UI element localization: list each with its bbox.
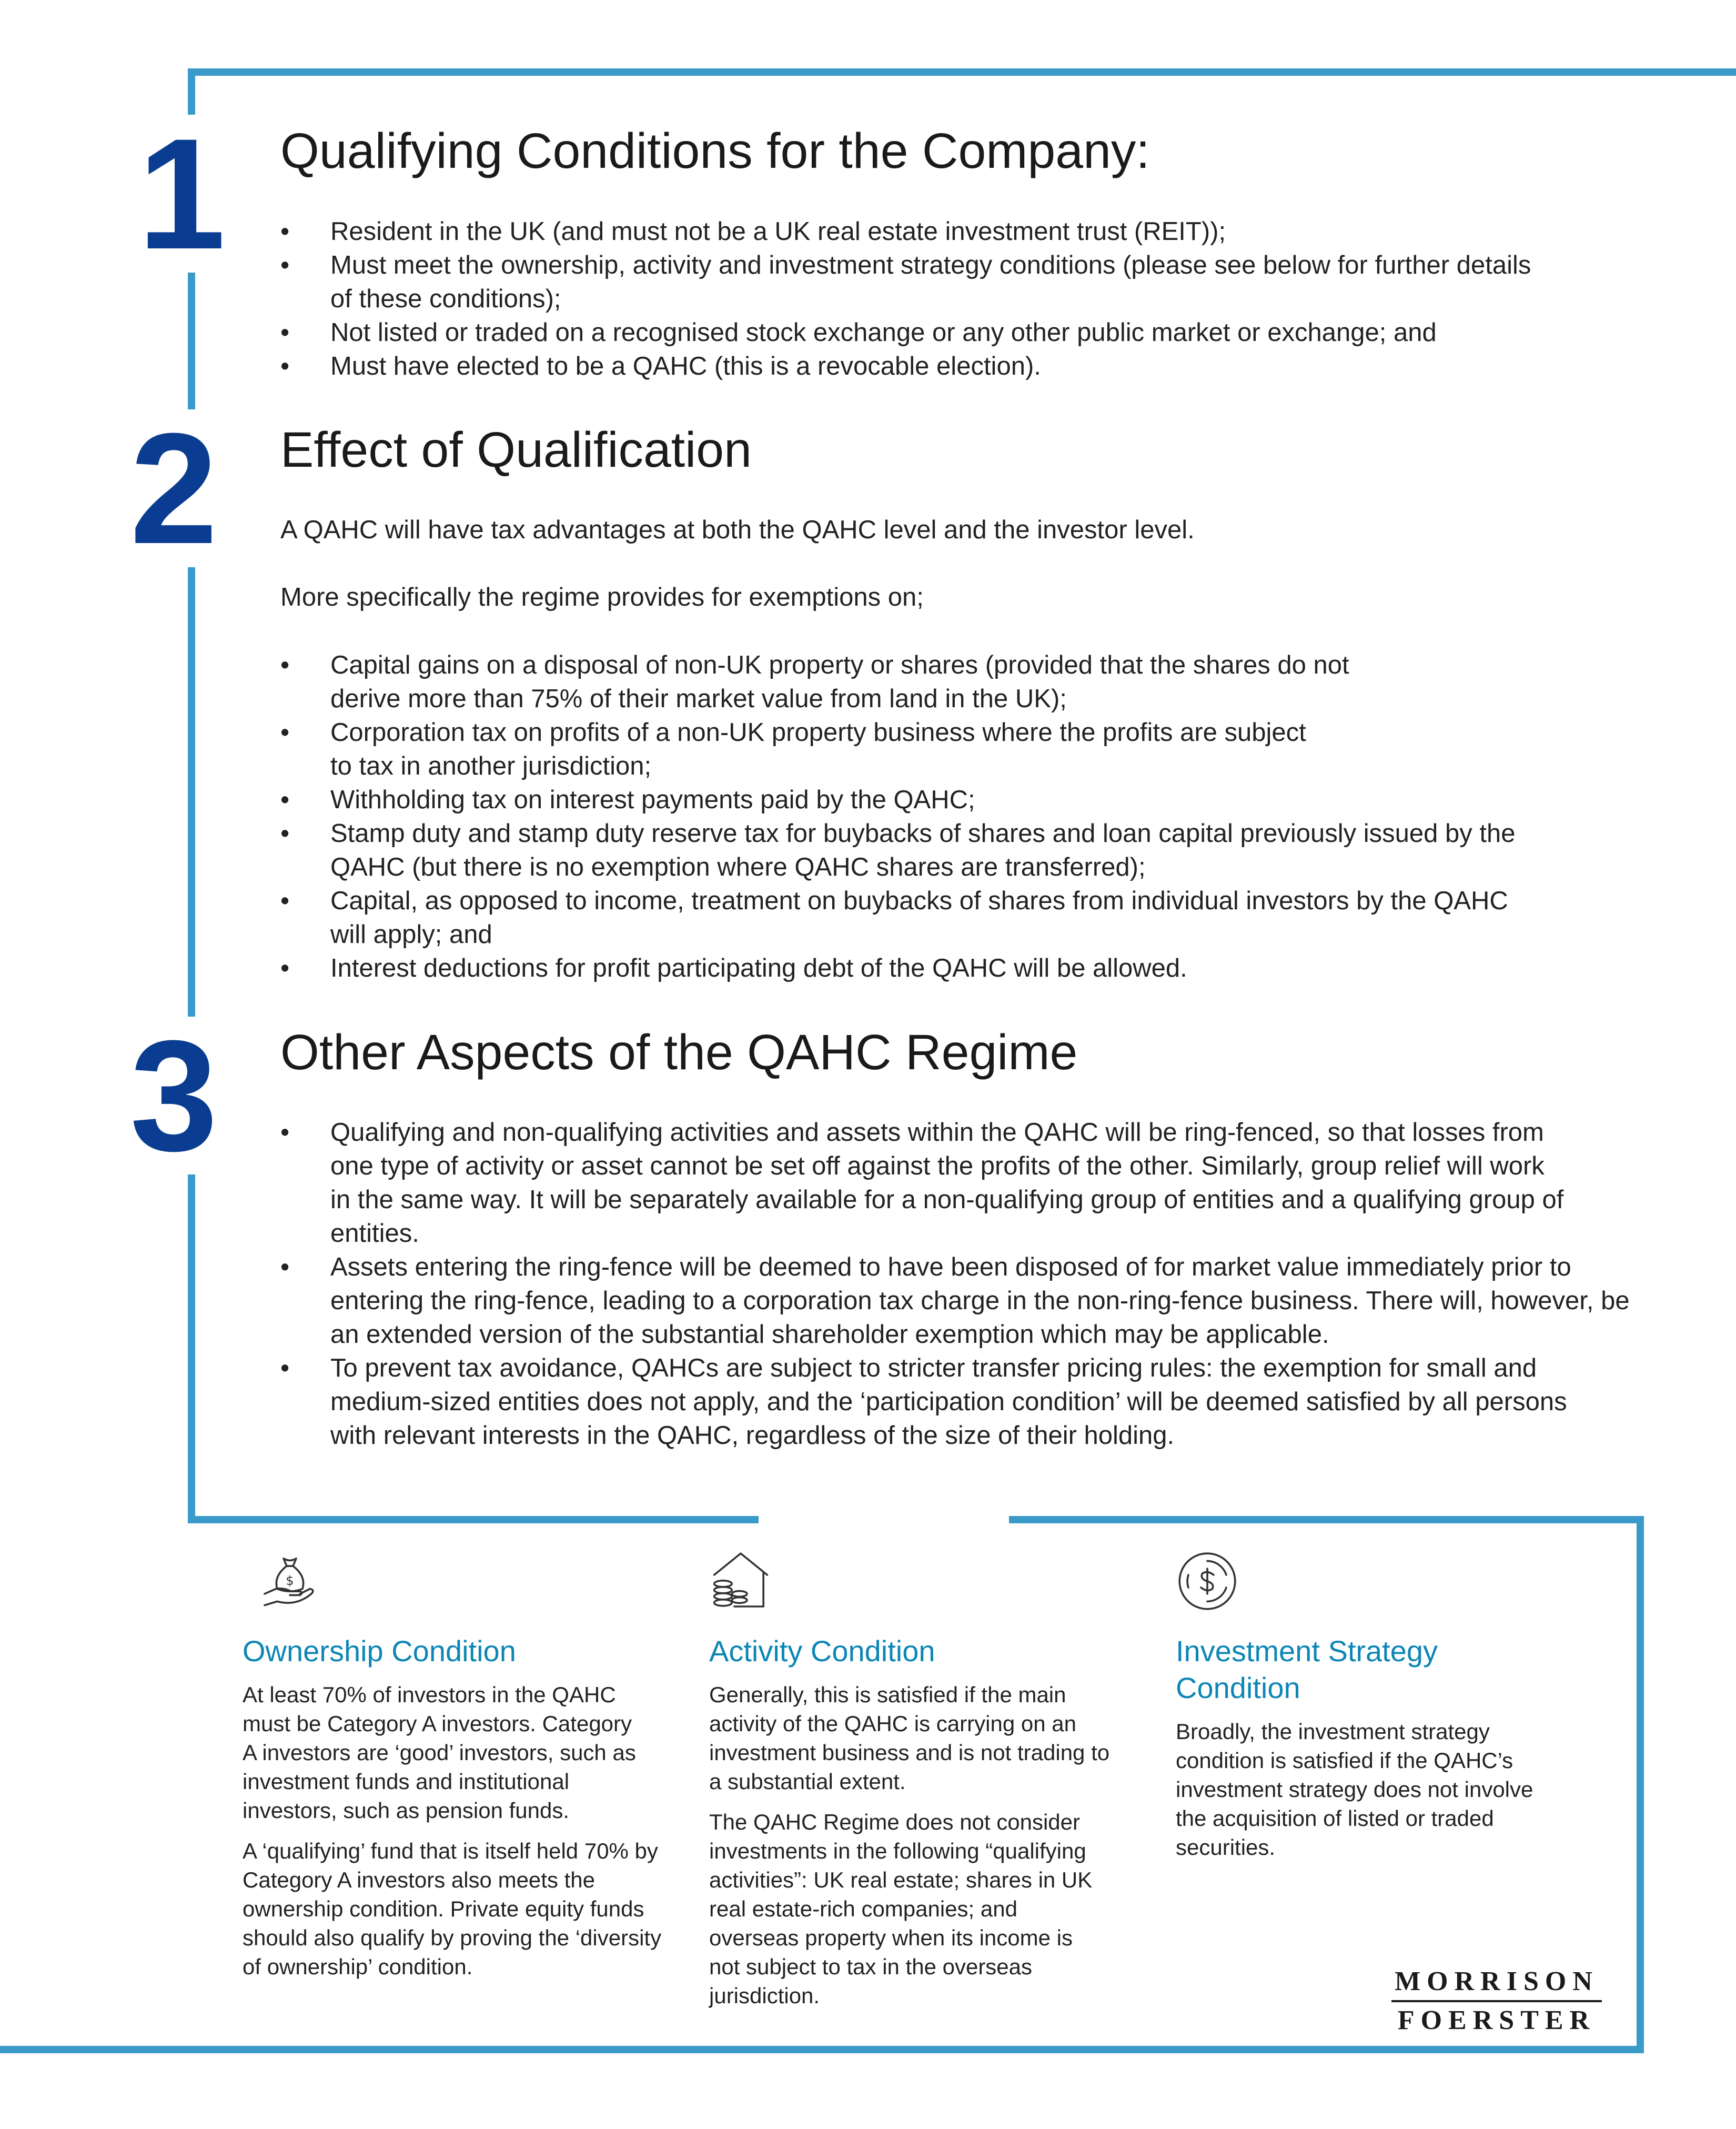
list-item: Capital gains on a disposal of non-UK pr…: [280, 648, 1361, 716]
activity-condition-paragraph-1: Generally, this is satisfied if the main…: [709, 1682, 1110, 1794]
section-title-qualifying: Qualifying Conditions for the Company:: [280, 123, 1150, 179]
ownership-condition: $ Ownership Condition At least 70% of in…: [243, 1550, 663, 1981]
list-item: To prevent tax avoidance, QAHCs are subj…: [280, 1351, 1619, 1452]
list-item: Resident in the UK (and must not be a UK…: [280, 215, 1627, 248]
investment-strategy-condition-paragraph-1: Broadly, the investment strategy conditi…: [1176, 1719, 1533, 1860]
ownership-condition-paragraph-2: A ‘qualifying’ fund that is itself held …: [243, 1839, 662, 1979]
effect-intro: A QAHC will have tax advantages at both …: [280, 516, 1195, 544]
qualifying-bullet-list: Resident in the UK (and must not be a UK…: [280, 215, 1627, 383]
house-coins-icon: [713, 1552, 769, 1608]
logo-rule: [1391, 2000, 1602, 2002]
frame-divider-left: [188, 1516, 759, 1523]
list-item: Stamp duty and stamp duty reserve tax fo…: [280, 817, 1540, 884]
effect-intro-2: More specifically the regime provides fo…: [280, 583, 924, 611]
frame-bottom-line: [0, 2046, 1644, 2053]
section-number-1: 1: [138, 105, 226, 282]
ownership-condition-paragraph-1: At least 70% of investors in the QAHC mu…: [243, 1682, 636, 1823]
frame-divider-right: [1009, 1516, 1644, 1523]
list-item: Must have elected to be a QAHC (this is …: [280, 349, 1627, 383]
frame-right-line: [1637, 1516, 1644, 2053]
morrison-foerster-logo: MORRISON FOERSTER: [1391, 1965, 1602, 2037]
logo-line-1: MORRISON: [1395, 1966, 1599, 1996]
money-bag-hand-icon: $: [264, 1558, 314, 1606]
section-number-2: 2: [130, 400, 218, 577]
logo-line-2: FOERSTER: [1397, 2005, 1596, 2035]
list-item: Interest deductions for profit participa…: [280, 951, 1627, 985]
frame-left-line: [188, 68, 195, 1523]
effect-bullet-list: Capital gains on a disposal of non-UK pr…: [280, 648, 1627, 985]
svg-text:$: $: [286, 1573, 294, 1588]
dollar-cycle-icon: [1178, 1552, 1236, 1610]
list-item: Not listed or traded on a recognised sto…: [280, 316, 1627, 349]
section-title-other: Other Aspects of the QAHC Regime: [280, 1025, 1078, 1080]
activity-condition-title: Activity Condition: [709, 1634, 935, 1668]
activity-condition: Activity Condition Generally, this is sa…: [709, 1550, 1130, 2010]
frame-top-line: [188, 68, 1736, 76]
section-title-effect: Effect of Qualification: [280, 422, 752, 478]
list-item: Qualifying and non-qualifying activities…: [280, 1116, 1567, 1250]
investment-strategy-condition: Investment Strategy Condition Broadly, t…: [1176, 1550, 1576, 1862]
investment-strategy-condition-title: Investment Strategy Condition: [1176, 1634, 1438, 1704]
list-item: Assets entering the ring-fence will be d…: [280, 1250, 1630, 1351]
list-item: Must meet the ownership, activity and in…: [280, 248, 1540, 316]
other-bullet-list: Qualifying and non-qualifying activities…: [280, 1116, 1630, 1452]
activity-condition-paragraph-2: The QAHC Regime does not consider invest…: [709, 1810, 1093, 2008]
ownership-condition-title: Ownership Condition: [243, 1634, 516, 1668]
list-item: Corporation tax on profits of a non-UK p…: [280, 716, 1330, 783]
list-item: Capital, as opposed to income, treatment…: [280, 884, 1540, 951]
list-item: Withholding tax on interest payments pai…: [280, 783, 1627, 817]
section-number-3: 3: [130, 1007, 218, 1184]
